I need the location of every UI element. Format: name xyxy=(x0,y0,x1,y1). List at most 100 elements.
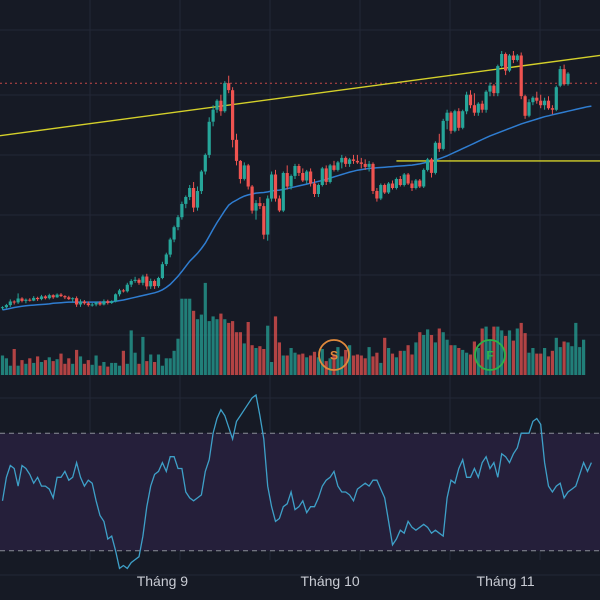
candle xyxy=(566,72,570,86)
candle-body xyxy=(340,157,344,163)
candle-body xyxy=(344,157,348,164)
volume-bar xyxy=(496,326,500,375)
candle xyxy=(160,261,164,280)
candle-body xyxy=(523,96,527,116)
candle-body xyxy=(383,185,387,193)
candle xyxy=(492,84,496,97)
volume-bar xyxy=(192,310,196,375)
candle xyxy=(429,157,434,178)
candle-body xyxy=(195,191,200,208)
candle xyxy=(531,96,535,106)
volume-bar xyxy=(51,361,55,375)
candle xyxy=(39,294,44,301)
candle xyxy=(496,64,500,97)
candle xyxy=(468,90,473,109)
event-marker-f: F xyxy=(474,339,506,371)
candle-body xyxy=(468,94,473,106)
candle-body xyxy=(262,206,266,235)
candle-body xyxy=(394,179,398,188)
moving-average-line xyxy=(2,105,592,311)
candle-body xyxy=(117,290,122,295)
candle xyxy=(8,299,12,307)
volume-bar xyxy=(500,330,504,375)
volume-bar xyxy=(16,365,20,375)
candle-body xyxy=(488,85,492,92)
volume-bar xyxy=(59,353,63,375)
candle xyxy=(328,163,332,184)
volume-bar xyxy=(71,363,75,375)
volume-bar xyxy=(348,345,352,375)
candle-body xyxy=(515,55,519,60)
volume-bar xyxy=(86,360,90,375)
x-tick-label: Tháng 11 xyxy=(477,573,535,589)
candle xyxy=(394,177,398,190)
candle-body xyxy=(437,142,441,149)
volume-bar xyxy=(582,339,586,375)
volume-bar xyxy=(12,349,16,375)
volume-bar xyxy=(199,314,203,375)
candle-body xyxy=(141,276,145,283)
candle-body xyxy=(227,83,231,91)
candle-body xyxy=(554,87,558,110)
candle-body xyxy=(188,188,192,197)
candle xyxy=(488,82,492,97)
candle xyxy=(121,288,125,293)
candle xyxy=(535,91,539,104)
candle-body xyxy=(398,179,402,185)
volume-bar xyxy=(383,337,387,375)
volume-bar xyxy=(437,328,441,375)
volume-bar xyxy=(215,319,219,375)
candle-body xyxy=(472,105,476,113)
volume-bar xyxy=(184,298,188,375)
volume-bar xyxy=(242,343,246,375)
candle xyxy=(156,276,161,288)
candle xyxy=(519,52,523,100)
candle-body xyxy=(59,294,63,297)
volume-bar xyxy=(546,356,551,375)
candle-body xyxy=(106,301,110,303)
candle xyxy=(67,295,71,300)
candle-body xyxy=(51,295,55,298)
volume-bar xyxy=(129,330,133,375)
candle-body xyxy=(562,69,566,85)
candle xyxy=(320,166,324,187)
volume-bar xyxy=(336,347,340,375)
candle xyxy=(223,81,227,113)
volume-bar xyxy=(312,351,317,376)
candle xyxy=(277,195,281,213)
candle xyxy=(273,169,278,202)
candle-body xyxy=(63,296,67,298)
candle xyxy=(145,273,149,290)
volume-bar xyxy=(340,356,344,375)
candle xyxy=(203,153,207,175)
candle-body xyxy=(36,297,40,300)
volume-bar xyxy=(133,352,137,375)
volume-bar xyxy=(172,350,176,375)
volume-bar xyxy=(207,321,211,375)
candle xyxy=(133,276,137,283)
rising-trendline xyxy=(0,54,600,137)
candle-body xyxy=(20,298,24,301)
candle xyxy=(47,293,51,300)
candle xyxy=(351,154,356,164)
candle-body xyxy=(24,299,28,301)
volume-bar xyxy=(121,350,125,375)
candle xyxy=(0,306,5,310)
volume-bar xyxy=(98,365,102,375)
volume-bar xyxy=(82,363,86,375)
candle xyxy=(367,160,371,172)
candle xyxy=(24,298,28,304)
candle-body xyxy=(281,173,285,211)
candle xyxy=(418,179,422,188)
volume-bar xyxy=(8,365,12,375)
volume-bar xyxy=(36,356,40,375)
rsi-line xyxy=(1,393,592,570)
volume-bar xyxy=(429,335,434,375)
candle xyxy=(211,105,215,127)
candle xyxy=(55,293,59,298)
candle-body xyxy=(125,284,129,292)
candle xyxy=(172,225,176,243)
candle xyxy=(110,300,114,304)
